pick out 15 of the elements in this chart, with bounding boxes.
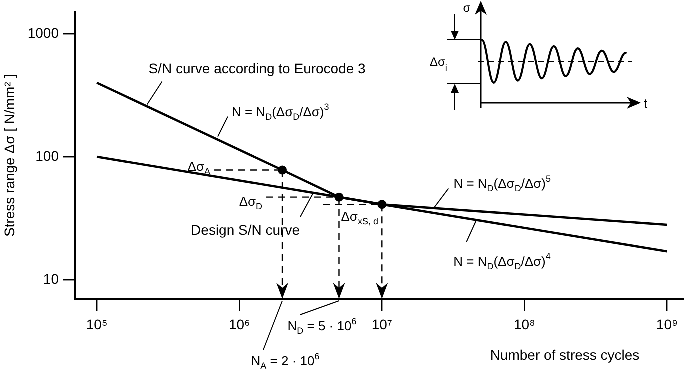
x-tick-label: 10⁷ (372, 316, 392, 332)
y-axis-title: Stress range Δσ [ N/mm² ] (1, 74, 18, 238)
annotation: Design S/N curve (191, 222, 300, 238)
y-tick-label: 100 (36, 148, 60, 164)
x-tick-label: 10⁵ (86, 316, 108, 332)
annotation: S/N curve according to Eurocode 3 (148, 60, 366, 77)
annotation: t (644, 96, 648, 111)
annotation: σ (463, 1, 472, 15)
x-tick-label: 10⁹ (656, 316, 678, 332)
y-tick-label: 1000 (28, 24, 60, 41)
x-tick-label: 10⁶ (228, 316, 250, 332)
x-axis-title: Number of stress cycles (490, 346, 640, 363)
annotation: Δσ$_{i}$ (430, 55, 448, 73)
x-tick-label: 10⁸ (514, 316, 536, 332)
y-tick-label: 10 (43, 270, 60, 287)
